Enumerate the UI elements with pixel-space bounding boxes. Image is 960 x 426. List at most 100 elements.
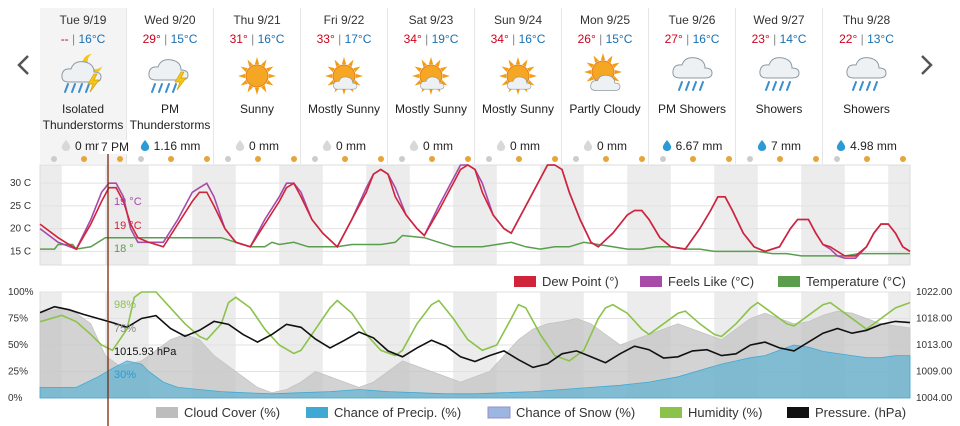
raindrop-icon [140,140,149,151]
low-temp: 19°C [431,32,459,46]
sun-moon-markers [649,156,735,164]
low-temp: 13°C [867,32,894,46]
sun-marker-icon [204,156,210,162]
percent-axis-tick: 25% [8,367,28,378]
percent-axis-tick: 0% [8,393,23,404]
day-description: PM Thunderstorms [129,102,211,132]
series-line-temperature-c- [39,164,911,257]
moon-icon [834,156,840,162]
moon-icon [747,156,753,162]
low-temp: 16°C [257,32,285,46]
legend-label: Pressure. (hPa) [815,405,906,420]
sun-moon-markers [562,156,648,164]
night-band [801,165,823,265]
day-description: Mostly Sunny [394,102,468,116]
partly-cloudy-icon [580,52,630,98]
raindrop-icon [235,140,245,151]
low-temp: 16°C [518,32,546,46]
precip-amount: 0 mm [423,139,453,153]
precip-amount: 1.16 mm [153,139,201,153]
sun-moon-markers [127,156,213,164]
sun-moon-markers [40,156,126,164]
legend-swatch [778,276,800,287]
day-precip: 0 mm [214,139,300,153]
pressure-axis-tick: 1022.00 [916,287,953,298]
night-band [40,165,62,265]
day-card[interactable]: Sun 9/24 34° | 16°C Mostly Sunny 0 mm [475,8,562,164]
day-temps: 29° | 15°C [142,32,198,46]
night-band [627,165,649,265]
sun-moon-markers [823,156,910,164]
sun-marker-icon [777,156,783,162]
day-temps: 34° | 19°C [403,32,459,46]
day-card[interactable]: Sat 9/23 34° | 19°C Mostly Sunny 0 mm [388,8,475,164]
high-temp: 27° [664,32,683,46]
sun-marker-icon [168,156,174,162]
percent-axis-tick: 75% [8,314,28,325]
temp-axis-tick: 30 C [10,178,31,189]
day-card[interactable]: Wed 9/27 23° | 14°C Showers 7 mm [736,8,823,164]
day-name: Thu 9/28 [842,13,891,27]
sun-marker-icon [864,156,870,162]
day-temps: 22° | 13°C [839,32,894,46]
legend-swatch [156,407,178,418]
cursor-cloud-cover-value: 75% [114,323,136,335]
day-card[interactable]: Thu 9/21 31° | 16°C Sunny 0 mm [214,8,301,164]
thunder-rain-icon [145,52,195,98]
night-band [714,165,736,265]
raindrop-icon [496,140,506,151]
day-card[interactable]: Tue 9/26 27° | 16°C PM Showers 6.67 mm [649,8,736,164]
percent-axis-tick: 100% [8,287,34,298]
day-temps: 27° | 16°C [664,32,720,46]
pressure-axis-tick: 1009.00 [916,367,953,378]
raindrop-icon [322,140,332,151]
sun-marker-icon [603,156,609,162]
legend-swatch [640,276,662,287]
day-precip: 7 mm [736,139,822,153]
legend-swatch [514,276,536,287]
cursor-temperature-value: 19 °C [114,220,142,232]
raindrop-icon [836,140,846,151]
day-temps: -- | 16°C [60,32,106,46]
mostly-sunny-icon [319,52,369,98]
legend-label: Chance of Snow (%) [516,405,635,420]
legend-label: Chance of Precip. (%) [334,405,461,420]
night-band [888,165,910,265]
cursor-dew-point-value: 18 ° [114,243,134,255]
day-name: Tue 9/26 [668,13,716,27]
prev-days-button[interactable] [10,50,38,80]
night-band [301,165,323,265]
temp-axis-tick: 15 C [10,246,31,257]
precip-amount: 0 mm [336,139,366,153]
next-days-button[interactable] [912,50,940,80]
precip-amount: 0 mm [510,139,540,153]
sun-marker-icon [291,156,297,162]
night-band [366,165,388,265]
mostly-sunny-icon [406,52,456,98]
day-card[interactable]: Fri 9/22 33° | 17°C Mostly Sunny 0 mm [301,8,388,164]
day-name: Mon 9/25 [579,13,631,27]
cursor-pressure-value: 1015.93 hPa [114,346,177,358]
legend-label: Dew Point (°) [542,274,619,289]
moon-icon [486,156,492,162]
rain-icon [841,52,891,98]
legend-swatch [487,406,511,419]
night-band [214,165,236,265]
sun-moon-markers [475,156,561,164]
day-card[interactable]: Mon 9/25 26° | 15°C Partly Cloudy 0 mm [562,8,649,164]
day-card[interactable]: Thu 9/28 22° | 13°C Showers 4.98 mm [823,8,910,164]
day-card[interactable]: Tue 9/19 -- | 16°C Isolated Thunderstorms 0… [40,8,127,164]
sun-marker-icon [900,156,906,162]
day-precip: 6.67 mm [649,139,735,153]
day-precip: 0 mm [388,139,474,153]
day-card[interactable]: Wed 9/20 29° | 15°C PM Thunderstorms 1.16 m… [127,8,214,164]
low-temp: 17°C [344,32,372,46]
moon-icon [225,156,231,162]
day-name: Fri 9/22 [323,13,365,27]
rain-icon [667,52,717,98]
temp-axis-tick: 20 C [10,224,31,235]
day-description: Mostly Sunny [307,102,381,116]
night-band [192,165,214,265]
sun-marker-icon [81,156,87,162]
